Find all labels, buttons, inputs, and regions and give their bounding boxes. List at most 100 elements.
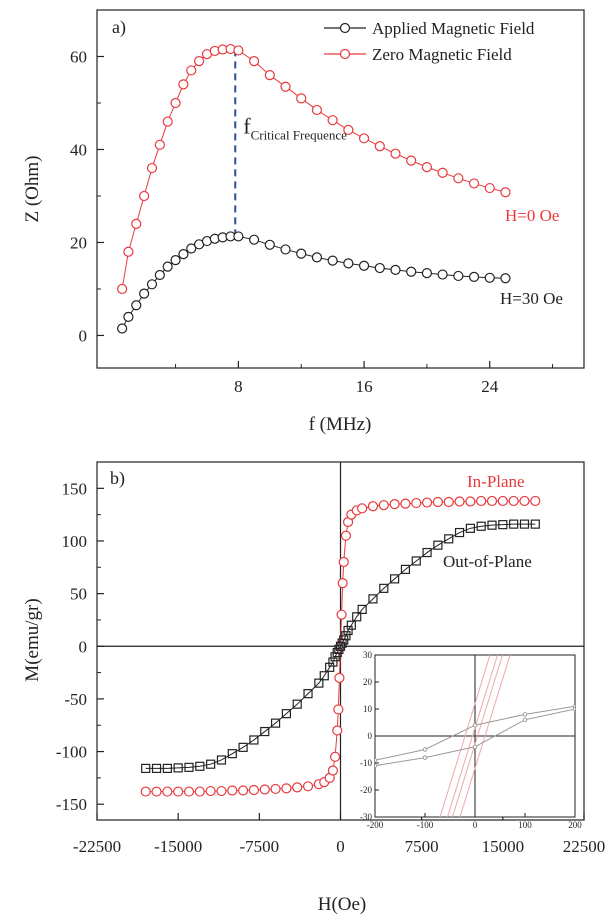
in-plane-point xyxy=(486,495,498,507)
y-tick-label: -150 xyxy=(56,795,87,814)
applied-field-point xyxy=(453,270,464,282)
in-plane-point xyxy=(227,785,238,796)
y-tick-label: -50 xyxy=(64,690,87,709)
x-tick-label: 16 xyxy=(356,377,373,396)
panel-b-ticks: -22500 -15000 -7500 0 7500 15000 22500-150-100… xyxy=(56,479,605,856)
in-plane-point xyxy=(333,704,344,715)
out-of-plane-point xyxy=(433,540,443,550)
out-of-plane-point xyxy=(195,761,205,771)
y-tick-label: -100 xyxy=(56,743,87,762)
applied-field-point xyxy=(170,255,181,266)
y-tick-label: 0 xyxy=(79,637,88,656)
out-of-plane-point xyxy=(216,755,227,765)
panel-a-impedance-chart: a) f (MHz) Z (Ohm) 8 16 24 0 20 40 60 fCritica… xyxy=(22,9,585,435)
zero-field-point xyxy=(248,56,260,67)
x-tick-label: -15000 xyxy=(154,837,202,856)
out-of-plane-point xyxy=(454,527,465,538)
out-of-plane-point xyxy=(519,519,530,529)
out-of-plane-point xyxy=(328,657,338,667)
applied-field-point xyxy=(248,234,260,245)
zero-field-point xyxy=(162,116,173,127)
panel-a-ticks: 8 16 24 0 20 40 60 xyxy=(70,47,554,396)
in-plane-point xyxy=(389,499,400,510)
in-plane-point xyxy=(334,672,345,683)
out-of-plane-point xyxy=(314,678,324,688)
out-of-plane-point xyxy=(281,709,291,719)
inset-in-plane-line xyxy=(447,655,498,817)
zero-field-point xyxy=(178,79,189,90)
out-of-plane-point xyxy=(334,644,344,655)
in-plane-point xyxy=(336,609,347,620)
out-of-plane-point xyxy=(509,519,519,529)
out-of-plane-point xyxy=(346,620,356,630)
applied-field-point xyxy=(406,266,417,277)
y-tick-label: 20 xyxy=(70,233,87,252)
in-plane-point xyxy=(238,785,249,796)
y-tick-label: 100 xyxy=(62,532,88,551)
applied-field-point xyxy=(280,244,291,255)
zero-field-point xyxy=(421,162,433,173)
in-plane-point xyxy=(465,496,476,507)
inset-x-tick-label: 0 xyxy=(473,820,478,830)
zero-field-point xyxy=(437,167,448,178)
zero-field-point xyxy=(343,124,354,136)
out-of-plane-point xyxy=(343,625,353,636)
applied-field-point xyxy=(296,248,307,259)
out-of-plane-point xyxy=(390,574,400,584)
out-of-plane-point xyxy=(357,604,367,615)
inset-out-of-plane-point xyxy=(522,712,528,717)
in-plane-point xyxy=(151,786,162,797)
x-tick-label: -22500 xyxy=(73,837,121,856)
applied-field-point xyxy=(468,271,480,282)
zero-field-point xyxy=(374,141,385,152)
out-of-plane-point xyxy=(487,520,497,530)
out-of-plane-point xyxy=(238,742,248,752)
out-of-plane-point xyxy=(325,662,335,672)
in-plane-point xyxy=(530,495,541,507)
out-of-plane-point xyxy=(249,735,259,745)
zero-field-point xyxy=(311,104,323,116)
zero-field-point xyxy=(123,246,134,257)
out-of-plane-point xyxy=(352,612,362,622)
zero-field-point xyxy=(170,97,181,109)
applied-field-point xyxy=(146,279,158,290)
applied-field-point xyxy=(358,260,370,271)
inset-x-tick-label: 200 xyxy=(568,820,582,830)
in-plane-point xyxy=(248,784,260,796)
inset-y-tick-label: -20 xyxy=(360,785,372,795)
in-plane-point xyxy=(497,495,508,507)
applied-field-point xyxy=(484,272,495,283)
applied-field-point xyxy=(437,269,448,280)
zero-field-point xyxy=(186,65,197,76)
zero-field-point xyxy=(468,178,480,189)
in-plane-point xyxy=(340,530,352,541)
panel-a-critical-frequency-annotation: fCritical Frequence xyxy=(234,49,347,237)
applied-field-point xyxy=(233,231,244,242)
applied-field-point xyxy=(343,258,354,269)
zero-field-point xyxy=(327,115,338,126)
applied-field-point xyxy=(390,264,401,275)
zero-field-point xyxy=(146,162,158,174)
in-plane-point xyxy=(173,786,184,797)
out-of-plane-point xyxy=(400,564,411,575)
out-of-plane-point xyxy=(368,594,378,604)
panel-a-label: a) xyxy=(112,17,126,38)
panel-a-legend: Applied Magnetic Field Zero Magnetic Fie… xyxy=(324,19,535,64)
in-plane-point xyxy=(378,500,389,511)
out-of-plane-point xyxy=(335,641,346,651)
panel-a-y-axis-title: Z (Ohm) xyxy=(22,155,43,222)
in-plane-point xyxy=(194,786,205,797)
applied-field-point xyxy=(500,273,511,284)
applied-field-point xyxy=(264,239,275,250)
inset-y-tick-label: 0 xyxy=(368,731,373,741)
applied-field-point xyxy=(131,300,142,311)
inset-y-tick-label: -10 xyxy=(360,758,372,768)
out-of-plane-point xyxy=(332,647,342,658)
panel-b-series xyxy=(140,495,541,797)
applied-field-point xyxy=(178,248,189,260)
x-tick-label: -7500 xyxy=(239,837,279,856)
in-plane-point xyxy=(337,577,348,589)
y-tick-label: 40 xyxy=(70,140,87,159)
